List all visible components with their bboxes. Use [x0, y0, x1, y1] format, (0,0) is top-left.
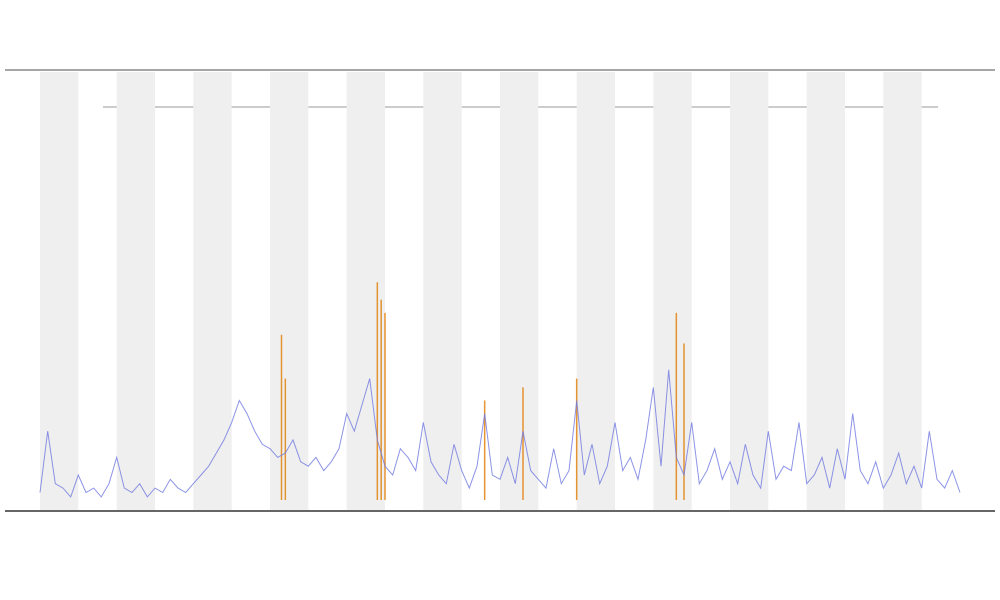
plot: [39, 282, 961, 500]
band: [730, 72, 769, 510]
band: [116, 72, 155, 510]
band: [40, 72, 79, 510]
band: [270, 72, 309, 510]
bands: [40, 72, 922, 510]
band: [806, 72, 845, 510]
band: [653, 72, 692, 510]
band: [193, 72, 232, 510]
band: [346, 72, 385, 510]
band: [423, 72, 462, 510]
band: [500, 72, 539, 510]
band: [576, 72, 615, 510]
band: [883, 72, 922, 510]
series-line: [39, 369, 961, 498]
